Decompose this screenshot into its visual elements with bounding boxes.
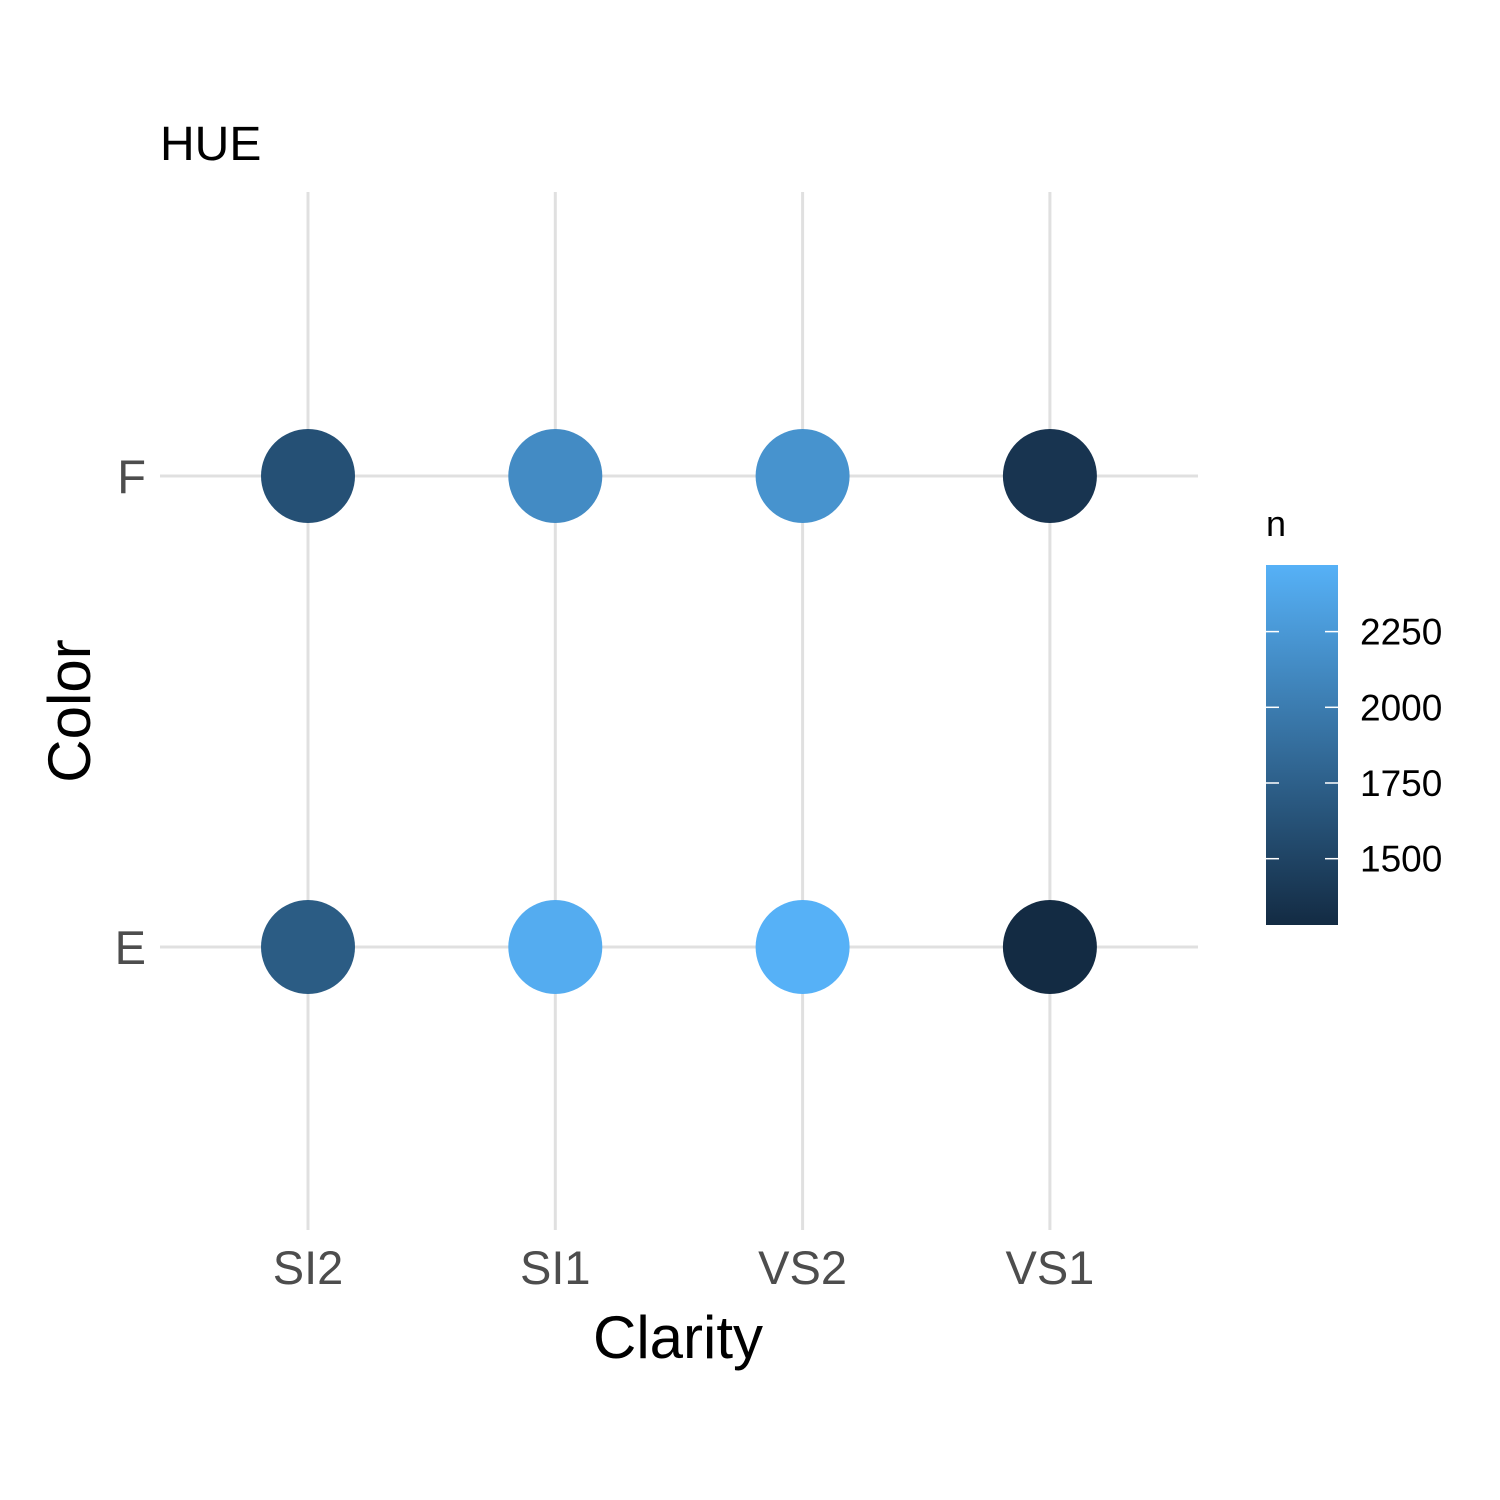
point-si1-e [508,900,603,994]
color-legend: n 1500 1750 2000 2250 [1266,503,1442,925]
legend-tick-label: 1500 [1360,839,1442,880]
legend-tick-label: 1750 [1360,763,1442,804]
legend-colorbar [1266,565,1338,925]
point-vs1-e [1002,900,1097,994]
x-axis-ticks: SI2 SI1 VS2 VS1 [273,1241,1095,1294]
point-si1-f [508,429,603,523]
x-tick-label-si1: SI1 [520,1241,591,1294]
legend-ticks: 1500 1750 2000 2250 [1266,612,1442,880]
y-tick-label-f: F [117,450,146,503]
x-tick-label-si2: SI2 [273,1241,344,1294]
point-vs1-f [1002,429,1097,523]
point-vs2-e [755,900,850,994]
chart-title: HUE [160,118,261,171]
x-tick-label-vs2: VS2 [758,1241,847,1294]
y-axis-ticks: EF [115,450,146,974]
data-points [261,429,1097,994]
y-tick-label-e: E [115,921,146,974]
legend-tick-label: 2000 [1360,687,1442,728]
legend-tick-label: 2250 [1360,612,1442,653]
point-vs2-f [755,429,850,523]
point-si2-f [261,429,355,523]
x-axis-title: Clarity [593,1304,763,1371]
y-axis-title: Color [36,639,103,782]
x-tick-label-vs1: VS1 [1005,1241,1094,1294]
point-si2-e [261,900,355,994]
grid-lines [160,192,1198,1230]
legend-title: n [1266,503,1286,544]
